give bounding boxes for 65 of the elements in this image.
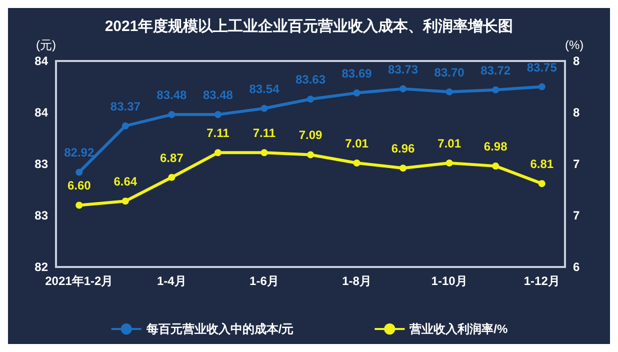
y2-axis-title: (%): [565, 38, 584, 52]
x-tick-label: 1-8月: [342, 274, 372, 288]
point: [446, 159, 453, 166]
y-tick-label: 83: [34, 208, 48, 222]
data-label: 7.01: [345, 136, 369, 150]
point: [260, 104, 268, 112]
x-tick-label: 2021年1-2月: [45, 274, 114, 288]
x-tick-label: 1-6月: [250, 274, 279, 288]
x-tick-label: 1-10月: [431, 274, 468, 288]
y-tick-label: 83: [34, 157, 48, 171]
data-label: 83.48: [202, 88, 234, 102]
chart-title: 2021年度规模以上工业企业百元营业收入成本、利润率增长图: [104, 17, 514, 35]
data-label: 83.72: [480, 63, 511, 78]
point: [76, 202, 83, 209]
point: [122, 198, 129, 205]
y2-tick-label: 8: [573, 54, 580, 68]
point: [260, 149, 268, 156]
data-label: 6.96: [391, 142, 416, 156]
legend-label: 每百元营业收入中的成本/元: [145, 322, 294, 336]
data-label: 6.98: [484, 140, 508, 154]
data-label: 7.09: [298, 128, 322, 142]
data-label: 83.70: [434, 65, 465, 80]
legend-label: 营业收入利润率/%: [408, 322, 508, 336]
x-tick-label: 1-12月: [524, 274, 560, 288]
data-label: 7.11: [206, 126, 230, 140]
data-label: 7.11: [252, 126, 276, 140]
data-label: 83.75: [526, 60, 558, 74]
y-axis-title: (元): [36, 38, 56, 52]
point: [122, 122, 129, 130]
point: [168, 174, 176, 181]
point: [214, 149, 222, 156]
point: [76, 168, 83, 176]
y2-tick-label: 8: [573, 106, 580, 120]
data-label: 7.01: [438, 136, 462, 150]
y-tick-label: 82: [34, 260, 48, 274]
point: [353, 89, 360, 96]
data-label: 83.69: [342, 66, 372, 80]
data-label: 6.60: [67, 178, 92, 193]
x-tick-label: 1-4月: [157, 274, 186, 288]
point: [353, 159, 360, 166]
point: [446, 88, 453, 96]
point: [492, 162, 500, 170]
point: [307, 151, 314, 158]
y-tick-label: 84: [34, 106, 48, 120]
point: [400, 85, 407, 92]
point: [307, 96, 314, 103]
data-label: 83.73: [388, 62, 418, 76]
y2-tick-label: 7: [573, 157, 580, 171]
y2-tick-label: 6: [573, 260, 580, 274]
y2-tick-label: 7: [573, 208, 580, 222]
point: [538, 180, 546, 188]
data-label: 6.87: [160, 150, 184, 165]
data-label: 83.48: [156, 88, 188, 102]
data-label: 6.81: [530, 157, 554, 172]
data-label: 82.92: [64, 146, 94, 160]
point: [492, 86, 500, 94]
data-label: 83.63: [295, 72, 326, 87]
point: [168, 111, 176, 118]
point: [538, 83, 546, 90]
y-tick-label: 84: [34, 54, 48, 68]
point: [400, 164, 407, 172]
data-label: 83.54: [249, 82, 280, 96]
point: [214, 111, 222, 118]
data-label: 83.37: [110, 99, 141, 114]
data-label: 6.64: [114, 174, 138, 189]
